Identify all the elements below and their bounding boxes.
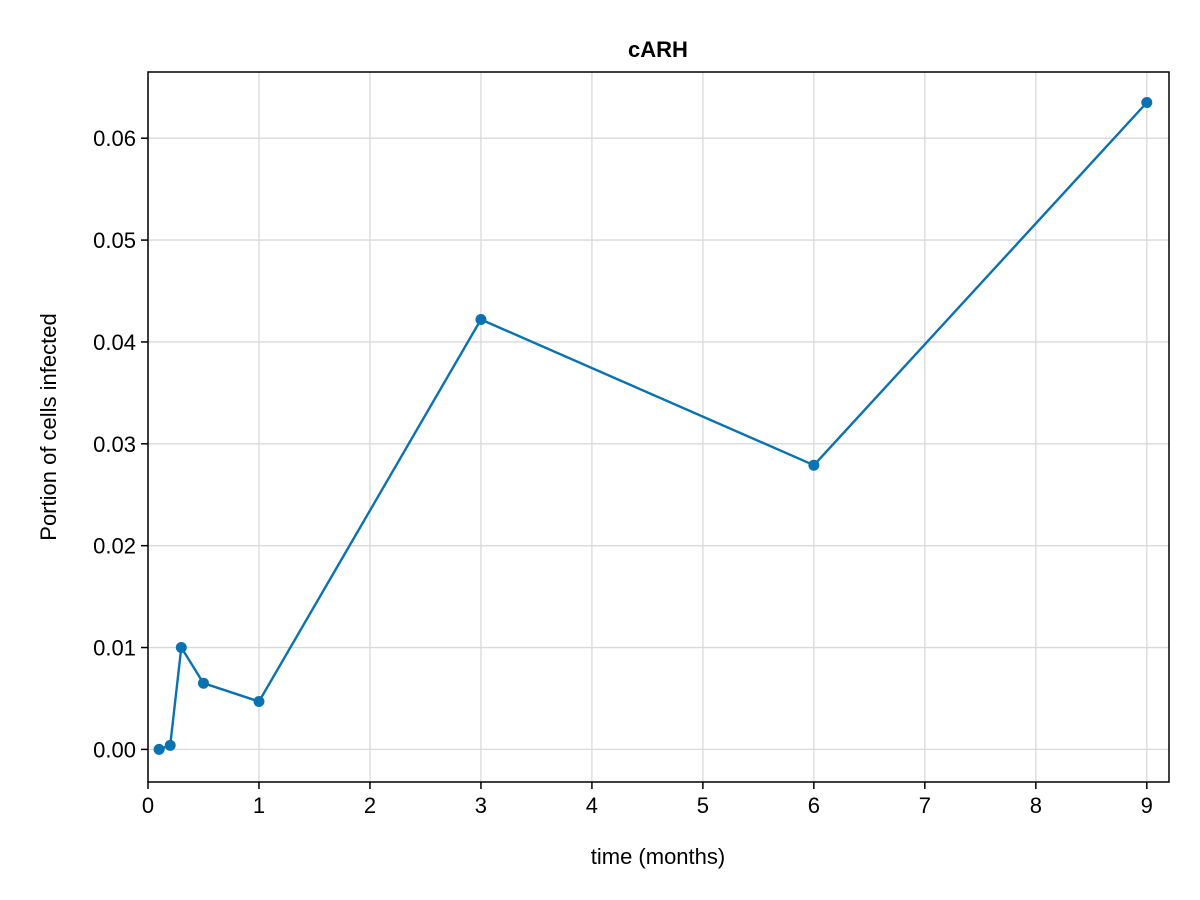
x-tick-label: 0: [142, 793, 154, 818]
y-tick-label: 0.06: [93, 126, 136, 151]
x-tick-label: 5: [697, 793, 709, 818]
y-axis-label: Portion of cells infected: [36, 313, 61, 540]
y-tick-label: 0.04: [93, 330, 136, 355]
axis-ticks: 0 1 2 3 4 5 6 7 8 9 0.00 0.01 0.02 0.03 0.04 0.05 0.06: [93, 126, 1153, 818]
y-tick-label: 0.03: [93, 432, 136, 457]
x-tick-label: 2: [364, 793, 376, 818]
data-point: [164, 739, 176, 751]
y-tick-label: 0.02: [93, 534, 136, 559]
y-tick-label: 0.01: [93, 636, 136, 661]
x-tick-label: 7: [919, 793, 931, 818]
data-point: [175, 642, 187, 654]
data-point: [197, 677, 209, 689]
series-layer: [153, 97, 1153, 755]
y-tick-label: 0.05: [93, 228, 136, 253]
x-tick-label: 1: [253, 793, 265, 818]
data-point: [153, 743, 165, 755]
chart-title: cARH: [628, 37, 688, 62]
x-tick-label: 4: [586, 793, 598, 818]
plot-frame: [147, 71, 1170, 783]
grid: [147, 72, 1169, 782]
y-tick-label: 0.00: [93, 737, 136, 762]
x-tick-label: 9: [1141, 793, 1153, 818]
x-tick-label: 6: [808, 793, 820, 818]
series-line: [158, 101, 1148, 751]
data-point: [253, 696, 265, 708]
data-point: [1141, 97, 1153, 109]
x-axis-label: time (months): [591, 844, 725, 869]
data-point: [808, 459, 820, 471]
data-point: [475, 314, 487, 326]
x-tick-label: 8: [1030, 793, 1042, 818]
x-tick-label: 3: [475, 793, 487, 818]
